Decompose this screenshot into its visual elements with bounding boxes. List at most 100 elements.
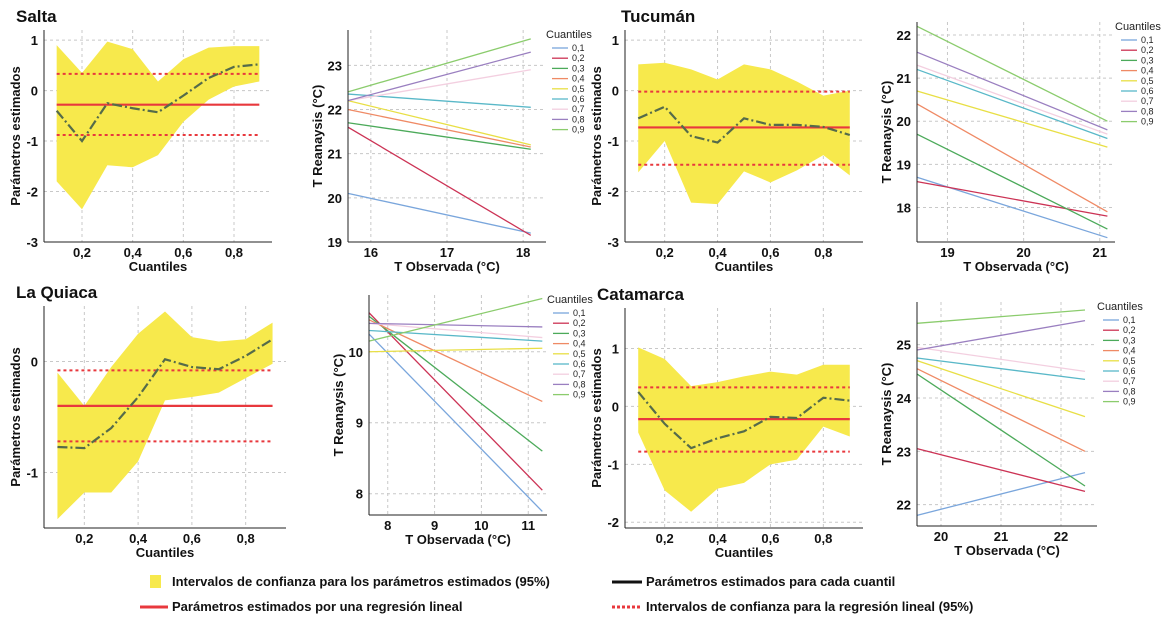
y-tick-label: 0 [31,84,38,99]
series-line-0-2 [916,448,1086,492]
series-line-0-8 [916,51,1108,131]
legend-label: 0,6 [1123,366,1136,376]
x-axis-label: Cuantiles [129,259,188,274]
y-axis-label: T Reanaysis (°C) [310,85,325,188]
legend-label: 0,7 [573,369,586,379]
x-axis-label: Cuantiles [715,545,774,560]
y-tick-label: 22 [897,28,911,43]
legend-label: 0,3 [572,63,585,73]
y-tick-label: 1 [31,33,38,48]
legend-label: 0,3 [1123,335,1136,345]
x-tick-label: 0,8 [225,245,243,260]
y-axis-label: T Reanaysis (°C) [879,81,894,184]
legend-label: 0,2 [1141,45,1154,55]
y-tick-label: 9 [356,416,363,431]
legend-label: 0,8 [1141,106,1154,116]
series-line-0-1 [916,472,1086,516]
series-line-0-7 [347,69,531,102]
legend-label: 0,1 [1141,35,1154,45]
legend-title: Cuantiles [1115,21,1161,33]
legend-label: 0,4 [573,339,586,349]
legend-label: 0,1 [572,43,585,53]
y-tick-label: -2 [607,515,619,530]
legend-label: 0,4 [572,74,585,84]
legend-label: 0,7 [572,104,585,114]
x-tick-label: 21 [1093,245,1107,260]
x-tick-label: 0,4 [124,245,143,260]
y-tick-label: -1 [26,466,38,481]
legend-label: 0,5 [573,349,586,359]
y-tick-label: 23 [328,58,342,73]
x-tick-label: 18 [516,245,530,260]
legend-title: Cuantiles [547,294,593,306]
y-axis-label: Parámetros estimados [589,348,604,487]
legend-label: 0,2 [1123,325,1136,335]
x-tick-label: 0,2 [73,245,91,260]
temperature-chart-5: Cuantiles 0,10,20,30,40,50,60,70,80,9 8 9 10… [331,294,593,547]
panel-title: La Quiaca [16,283,98,302]
figure-legend: Intervalos de confianza para los parámet… [140,574,973,614]
series-line-0-8 [368,322,543,328]
series-line-0-4 [916,368,1086,452]
y-tick-label: 20 [328,191,342,206]
y-tick-label: 19 [897,157,911,172]
estimates-line [55,63,260,143]
legend-label: 0,9 [573,390,586,400]
panel-title: Catamarca [597,285,684,304]
series-line-0-6 [347,93,531,108]
series-line-0-5 [347,100,531,146]
legend-label: 0,9 [1123,397,1136,407]
y-tick-label: 0 [612,399,619,414]
confidence-band [57,311,273,520]
y-tick-label: -3 [607,235,619,250]
x-axis-label: Cuantiles [715,259,774,274]
legend-title: Cuantiles [1097,301,1143,313]
x-tick-label: 0,6 [761,531,779,546]
panel-title: Salta [16,7,57,26]
series-line-0-7 [916,346,1086,372]
x-tick-label: 19 [940,245,954,260]
y-tick-label: 0 [31,355,38,370]
y-tick-label: 1 [612,342,619,357]
legend-label: 0,8 [1123,386,1136,396]
x-tick-label: 8 [384,518,391,533]
ci-band-swatch [150,575,161,588]
y-axis-label: T Reanaysis (°C) [331,354,346,457]
y-axis-label: Parámetros estimados [8,66,23,205]
x-tick-label: 0,6 [761,245,779,260]
x-tick-label: 0,6 [174,245,192,260]
confidence-band [638,62,850,205]
y-tick-label: 10 [349,345,363,360]
panel-title: Tucumán [621,7,695,26]
legend-label: 0,3 [573,328,586,338]
y-tick-label: 8 [356,487,363,502]
series-line-0-2 [347,126,532,236]
legend-label: 0,4 [1123,346,1136,356]
confidence-band [56,41,260,210]
x-tick-label: 0,8 [237,531,255,546]
legend-label: 0,1 [573,308,586,318]
x-tick-label: 0,4 [709,531,728,546]
series-line-0-4 [916,103,1108,213]
legend-label: 0,8 [572,114,585,124]
legend-label: 0,5 [572,84,585,94]
series-line-0-9 [916,309,1086,324]
x-tick-label: 0,2 [75,531,93,546]
series-line-0-1 [368,333,543,512]
y-tick-label: 25 [897,338,911,353]
y-tick-label: -1 [26,134,38,149]
y-tick-label: 19 [328,235,342,250]
parameter-chart-4: 0,2 0,4 0,6 0,8 -1 0 Cuantiles Parámetros estim… [8,283,286,560]
series-line-0-7 [916,64,1108,135]
x-tick-label: 0,4 [129,531,148,546]
y-tick-label: -1 [607,457,619,472]
series-line-0-5 [368,347,543,353]
series-line-0-3 [368,315,543,452]
legend-label: 0,8 [573,379,586,389]
y-tick-label: 20 [897,114,911,129]
legend-label: 0,9 [572,125,585,135]
series-line-0-5 [916,360,1086,418]
series-line-0-2 [368,312,543,491]
y-axis-label: Parámetros estimados [589,66,604,205]
